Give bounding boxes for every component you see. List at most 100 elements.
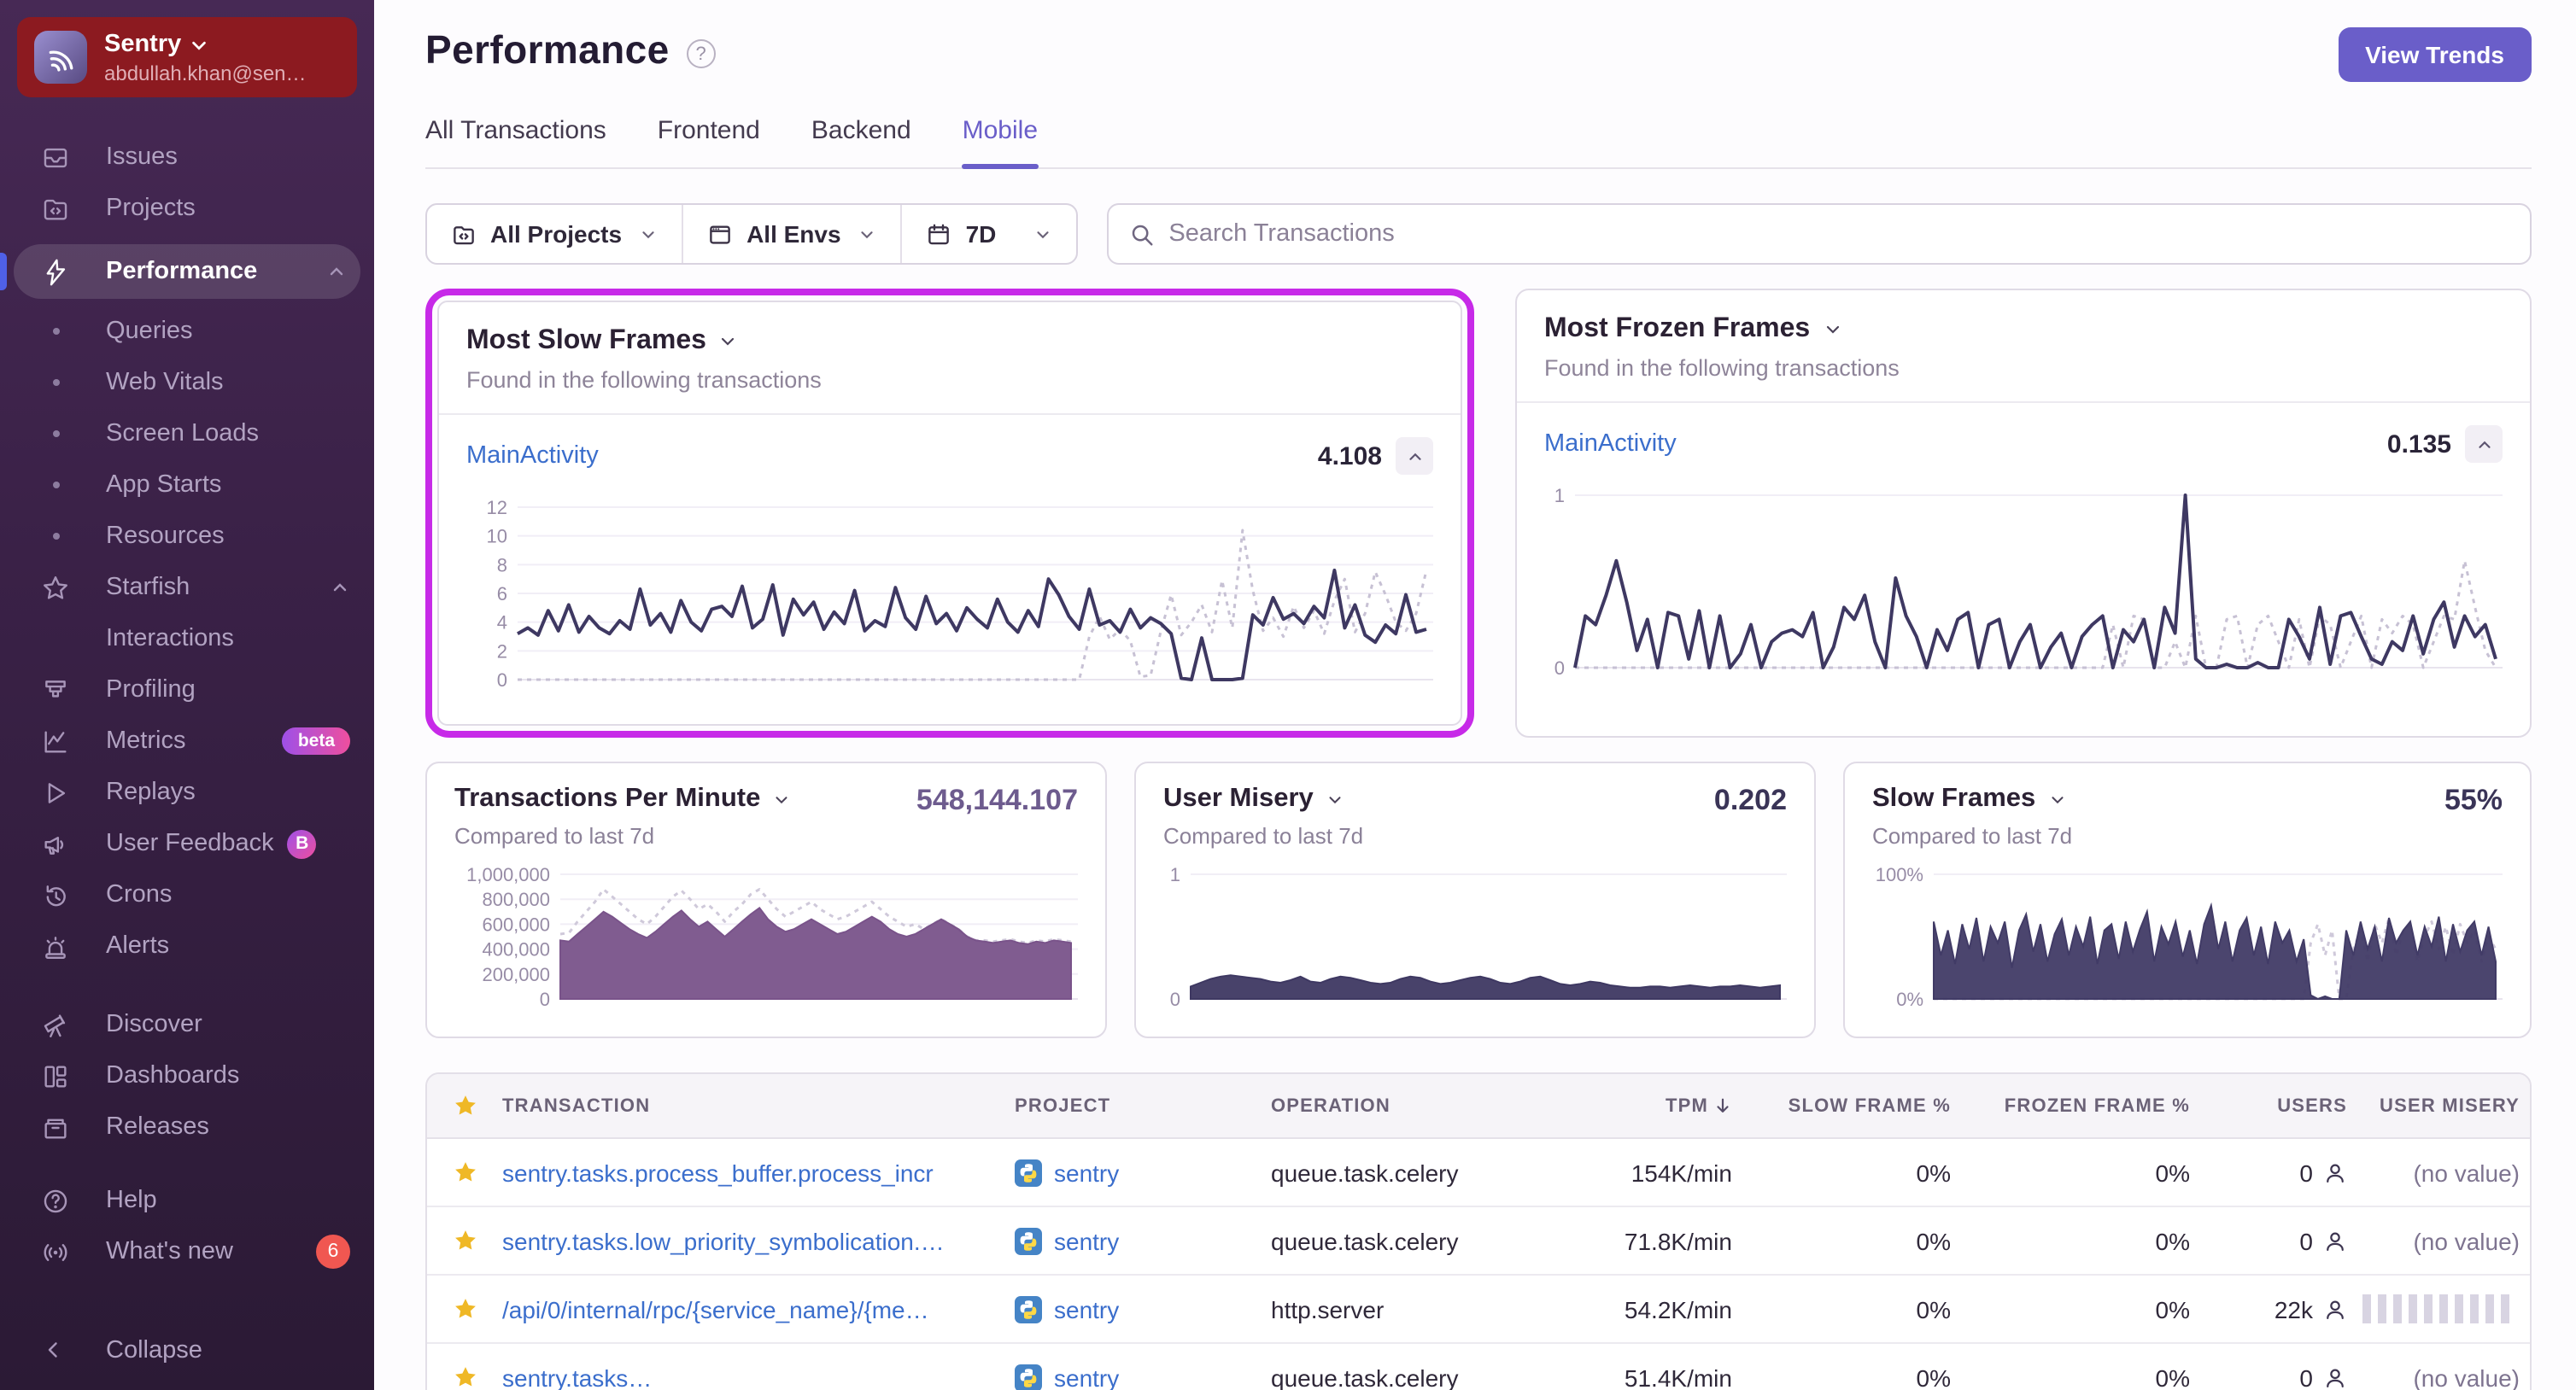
tpm-widget: Transactions Per Minute 548,144.107 Comp… (425, 762, 1107, 1038)
chevron-down-icon (639, 225, 658, 243)
project-cell[interactable]: sentry (1015, 1364, 1271, 1390)
col-user-misery[interactable]: User Misery (2380, 1095, 2520, 1116)
col-users[interactable]: Users (2277, 1095, 2347, 1116)
sidebar-item-performance[interactable]: Performance (0, 244, 360, 299)
tab-mobile[interactable]: Mobile (962, 116, 1039, 169)
transaction-link[interactable]: sentry.tasks.process_buffer.process_incr (502, 1159, 934, 1186)
collapse-chevron-button[interactable] (2465, 425, 2503, 463)
sidebar-item-profiling[interactable]: Profiling (0, 664, 374, 715)
chevron-down-icon (1033, 225, 1052, 243)
date-range-filter[interactable]: 7D (903, 205, 1077, 263)
transaction-link[interactable]: MainActivity (1544, 430, 1677, 458)
dashboard-grid-icon (41, 1061, 70, 1090)
org-name: Sentry (104, 30, 182, 58)
sidebar-item-help[interactable]: Help (0, 1175, 374, 1226)
sidebar-item-replays[interactable]: Replays (0, 767, 374, 818)
transaction-link[interactable]: /api/0/internal/rpc/{service_name}/{me… (502, 1295, 929, 1323)
table-row: sentry.tasks.low_priority_symbolication.… (427, 1207, 2530, 1276)
view-trends-button[interactable]: View Trends (2338, 27, 2532, 82)
sidebar-item-discover[interactable]: Discover (0, 999, 374, 1050)
favorite-star-icon[interactable] (427, 1364, 502, 1390)
sidebar-item-app-starts[interactable]: App Starts (0, 459, 374, 511)
project-filter[interactable]: All Projects (427, 205, 682, 263)
svg-text:0%: 0% (1896, 989, 1923, 1009)
title-help-icon[interactable]: ? (686, 39, 716, 68)
sidebar-item-user-feedback[interactable]: User Feedback B (0, 818, 374, 869)
table-row: sentry.tasks… sentry queue.task.celery 5… (427, 1344, 2530, 1390)
col-slow-frame[interactable]: Slow Frame % (1788, 1095, 1951, 1116)
user-email: abdullah.khan@sen… (104, 61, 307, 86)
broadcast-icon (41, 1237, 70, 1266)
beta-badge: beta (282, 727, 350, 755)
transaction-link[interactable]: MainActivity (466, 442, 599, 470)
favorite-star-icon[interactable] (427, 1296, 502, 1322)
highlight-ring: Most Slow Frames Found in the following … (425, 289, 1474, 738)
sidebar-item-dashboards[interactable]: Dashboards (0, 1050, 374, 1101)
sidebar-item-metrics[interactable]: Metrics beta (0, 715, 374, 767)
sidebar-item-web-vitals[interactable]: Web Vitals (0, 357, 374, 408)
svg-text:0: 0 (1554, 657, 1565, 678)
slow-frames-area-chart: 0% 100% (1872, 864, 2503, 1010)
sidebar-item-screen-loads[interactable]: Screen Loads (0, 408, 374, 459)
transaction-link[interactable]: sentry.tasks… (502, 1364, 653, 1390)
sidebar-item-releases[interactable]: Releases (0, 1101, 374, 1153)
telescope-icon (41, 1010, 70, 1039)
svg-text:400,000: 400,000 (482, 939, 550, 961)
svg-text:6: 6 (497, 583, 507, 604)
play-icon (41, 778, 70, 807)
chevron-down-icon[interactable] (772, 790, 791, 809)
svg-text:0: 0 (497, 669, 507, 690)
chevron-down-icon[interactable] (1326, 790, 1344, 809)
sidebar-item-issues[interactable]: Issues (0, 131, 374, 183)
col-transaction[interactable]: Transaction (502, 1095, 651, 1116)
transaction-link[interactable]: sentry.tasks.low_priority_symbolication.… (502, 1227, 945, 1254)
tab-all-transactions[interactable]: All Transactions (425, 116, 606, 145)
project-cell[interactable]: sentry (1015, 1295, 1271, 1323)
sidebar-item-queries[interactable]: Queries (0, 306, 374, 357)
card-title: Most Frozen Frames (1544, 314, 1811, 343)
col-frozen-frame[interactable]: Frozen Frame % (2004, 1095, 2190, 1116)
col-tpm[interactable]: TPM (1558, 1095, 1742, 1116)
svg-text:1: 1 (1170, 866, 1180, 885)
clock-history-icon (41, 880, 70, 909)
sidebar-item-starfish[interactable]: Starfish (0, 562, 374, 613)
chevron-down-icon[interactable] (1822, 319, 1842, 340)
sidebar-item-resources[interactable]: Resources (0, 511, 374, 562)
search-transactions-input[interactable] (1168, 220, 2509, 248)
sidebar-item-whats-new[interactable]: What's new 6 (0, 1226, 374, 1277)
favorite-star-icon[interactable] (427, 1228, 502, 1253)
chevron-up-icon (326, 261, 347, 282)
org-switcher[interactable]: Sentry abdullah.khan@sen… (17, 17, 357, 97)
collapse-chevron-button[interactable] (1396, 437, 1433, 475)
chevron-down-icon[interactable] (2047, 790, 2066, 809)
sidebar-collapse-button[interactable]: Collapse (0, 1311, 374, 1390)
users-cell: 0 (2200, 1364, 2357, 1390)
chevron-down-icon[interactable] (718, 331, 739, 352)
col-operation[interactable]: Operation (1271, 1095, 1390, 1116)
active-indicator (0, 253, 7, 290)
tpm-cell: 154K/min (1630, 1159, 1732, 1186)
sidebar-item-crons[interactable]: Crons (0, 869, 374, 920)
tab-frontend[interactable]: Frontend (657, 116, 760, 145)
card-subtitle: Found in the following transactions (466, 367, 822, 393)
sort-desc-icon (1713, 1095, 1732, 1114)
favorite-star-icon[interactable] (427, 1159, 502, 1185)
col-project[interactable]: Project (1015, 1095, 1111, 1116)
environment-filter[interactable]: All Envs (683, 205, 901, 263)
tab-backend[interactable]: Backend (811, 116, 911, 145)
project-cell[interactable]: sentry (1015, 1227, 1271, 1254)
svg-text:10: 10 (487, 526, 507, 547)
sidebar-item-projects[interactable]: Projects (0, 183, 374, 234)
users-cell: 22k (2200, 1295, 2357, 1323)
slow-frame-cell: 0% (1916, 1227, 1951, 1254)
svg-text:200,000: 200,000 (482, 964, 550, 985)
sidebar-item-alerts[interactable]: Alerts (0, 920, 374, 972)
frozen-frame-cell: 0% (2155, 1364, 2190, 1390)
frozen-frame-cell: 0% (2155, 1159, 2190, 1186)
sidebar-item-interactions[interactable]: Interactions (106, 625, 234, 652)
widget-value: 0.202 (1713, 784, 1787, 816)
project-cell[interactable]: sentry (1015, 1159, 1271, 1186)
svg-text:8: 8 (497, 554, 507, 575)
user-icon (2323, 1297, 2347, 1321)
